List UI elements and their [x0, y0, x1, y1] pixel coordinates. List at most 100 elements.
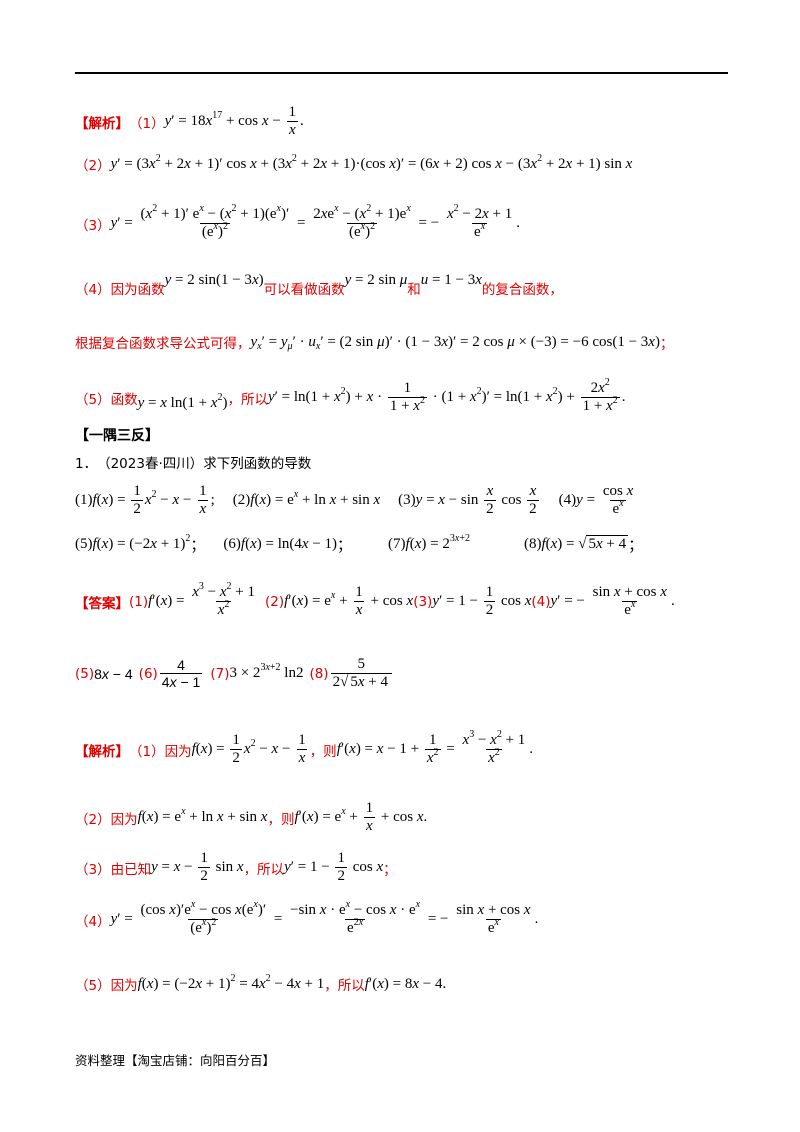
part-number: （2）	[75, 158, 111, 174]
sol-line-4: （4） y′ = (cos x)′ex − cos x(ex)′ (ex)2 = …	[75, 899, 539, 938]
part-number: （3）	[75, 217, 111, 234]
text: ，则	[309, 743, 337, 760]
formula: f(x) = 23x+2	[405, 533, 470, 553]
formula: 4 4x − 1	[159, 657, 203, 691]
sol-line-5: （5）因为 f(x) = (−2x + 1)2 = 4x2 − 4x + 1 ，…	[75, 972, 447, 994]
formula: f′(x) = x − 1 + 1 x2 = x3 − x2 + 1 x2.	[336, 729, 534, 767]
text: 可以看做函数	[263, 282, 345, 298]
header-rule	[75, 72, 728, 74]
solution-line-5: （5） 函数 y = x ln(1 + x2) ，所以 y′ = ln(1 + …	[75, 377, 626, 416]
item-number: (7)	[388, 536, 406, 552]
formula: y′ = (3x2 + 2x + 1)′ cos x + (3x2 + 2x +…	[110, 152, 633, 172]
solution-line-2: （2） y′ = (3x2 + 2x + 1)′ cos x + (3x2 + …	[75, 152, 633, 174]
item-number: (6)	[223, 536, 241, 552]
formula: y = 2 sin μ	[344, 271, 408, 288]
formula: y′ = − sin x + cos x ex.	[550, 584, 675, 619]
formula: f(x) = ln(4x − 1)	[240, 536, 338, 552]
formula: 5 2√ 5x + 4	[329, 656, 394, 692]
formula: f(x) = ex + ln x + sin x	[250, 489, 381, 509]
footer-text: 资料整理【淘宝店铺：向阳百分百】	[75, 1053, 276, 1068]
formula: f(x) = ex + ln x + sin x	[137, 806, 268, 826]
formula: f(x) = (−2x + 1)2 = 4x2 − 4x + 1	[137, 972, 325, 992]
text: （2）因为	[75, 811, 138, 828]
item-number: (2)	[232, 492, 251, 509]
answer-row-2: (5) 8x − 4 (6) 4 4x − 1 (7) 3 × 23x+2 ln2…	[75, 656, 394, 692]
part-number: （4）	[75, 282, 111, 298]
item-number: (1)	[75, 492, 93, 509]
answer-label: 【答案】	[75, 595, 129, 612]
jiexi-label: 【解析】	[75, 115, 129, 132]
answer-number: (2)	[265, 593, 285, 610]
text: ，所以	[324, 978, 365, 994]
answer-number: (5)	[75, 665, 95, 682]
text: ，则	[267, 811, 295, 828]
text: ；	[383, 861, 397, 878]
part-number: （1）	[129, 115, 165, 132]
problem-1-statement: 1． （2023春·四川） 求下列函数的导数	[75, 452, 311, 472]
answer-number: (7)	[210, 665, 230, 682]
jiexi-label: 【解析】	[75, 743, 129, 760]
formula: f′(x) = 8x − 4.	[364, 975, 447, 992]
formula: f(x) = 1 2 x2 − x − 1 x;	[92, 483, 215, 518]
separator: ；	[628, 538, 644, 554]
item-number: (5)	[75, 536, 93, 552]
text: 函数	[110, 391, 138, 408]
part-number: （5）	[75, 391, 111, 408]
text: ，所以	[243, 861, 285, 878]
item-number: (4)	[558, 492, 577, 509]
item-number: (8)	[523, 536, 542, 552]
answer-number: (1)	[129, 593, 149, 610]
formula: y′ = (x2 + 1)′ ex − (x2 + 1)(ex)′ (ex)2 =…	[110, 203, 520, 241]
answer-number: (8)	[309, 665, 329, 682]
formula: u = 1 − 3x	[420, 271, 482, 288]
formula: y = 2 sin(1 − 3x)	[164, 271, 264, 288]
problem-text: 求下列函数的导数	[203, 456, 312, 472]
formula: 8x − 4	[94, 665, 133, 682]
text: 因为函数	[110, 282, 165, 298]
formula: f′(x) = x3 − x2 + 1 x2	[148, 581, 255, 619]
formula: y′ = (cos x)′ex − cos x(ex)′ (ex)2 = −sin…	[110, 899, 539, 937]
text: ；	[659, 336, 674, 352]
answer-number: (3)	[413, 593, 433, 610]
answer-row-1: 【答案】 (1) f′(x) = x3 − x2 + 1 x2 (2) f′(x)…	[75, 581, 675, 620]
text: 和	[407, 282, 421, 298]
text: ，所以	[227, 391, 268, 408]
problem-items-row-2: (5) f(x) = (−2x + 1)2 ； (6) f(x) = ln(4x…	[75, 534, 643, 555]
formula: 3 × 23x+2 ln2	[229, 662, 304, 682]
solution-line-4: （4） 因为函数 y = 2 sin(1 − 3x) 可以看做函数 y = 2 …	[75, 272, 563, 299]
section-heading: 【一隅三反】	[75, 425, 159, 445]
text: （5）因为	[75, 978, 138, 994]
item-number: (3)	[398, 492, 416, 509]
formula: y = cos x ex	[576, 483, 634, 518]
formula: f(x) = (−2x + 1)2	[92, 533, 191, 553]
separator: ；	[337, 538, 353, 554]
solution-line-4b: 根据复合函数求导公式可得， yx′ = yμ′ · ux′ = (2 sin μ…	[75, 332, 674, 353]
text: 根据复合函数求导公式可得，	[75, 336, 251, 352]
separator: ；	[190, 538, 206, 554]
text: （4）	[75, 913, 111, 930]
problem-items-row-1: (1) f(x) = 1 2 x2 − x − 1 x; (2) f(x) = ex …	[75, 483, 637, 519]
solution-line-3: （3） y′ = (x2 + 1)′ ex − (x2 + 1)(ex)′ (ex…	[75, 203, 520, 242]
formula: yx′ = yμ′ · ux′ = (2 sin μ)′ · (1 − 3x)′…	[250, 333, 660, 352]
sol-line-2: （2）因为 f(x) = ex + ln x + sin x ，则 f′(x) …	[75, 800, 427, 836]
formula: y = x ln(1 + x2)	[137, 392, 228, 412]
answer-number: (4)	[531, 593, 551, 610]
problem-source: （2023春·四川）	[97, 456, 204, 472]
text: （1）因为	[129, 743, 192, 760]
text: 的复合函数，	[481, 282, 563, 298]
heading-yiyu: 【一隅三反】	[75, 428, 159, 444]
text: （3）由已知	[75, 861, 152, 878]
formula: f(x) = √ 5x + 4	[541, 535, 629, 552]
